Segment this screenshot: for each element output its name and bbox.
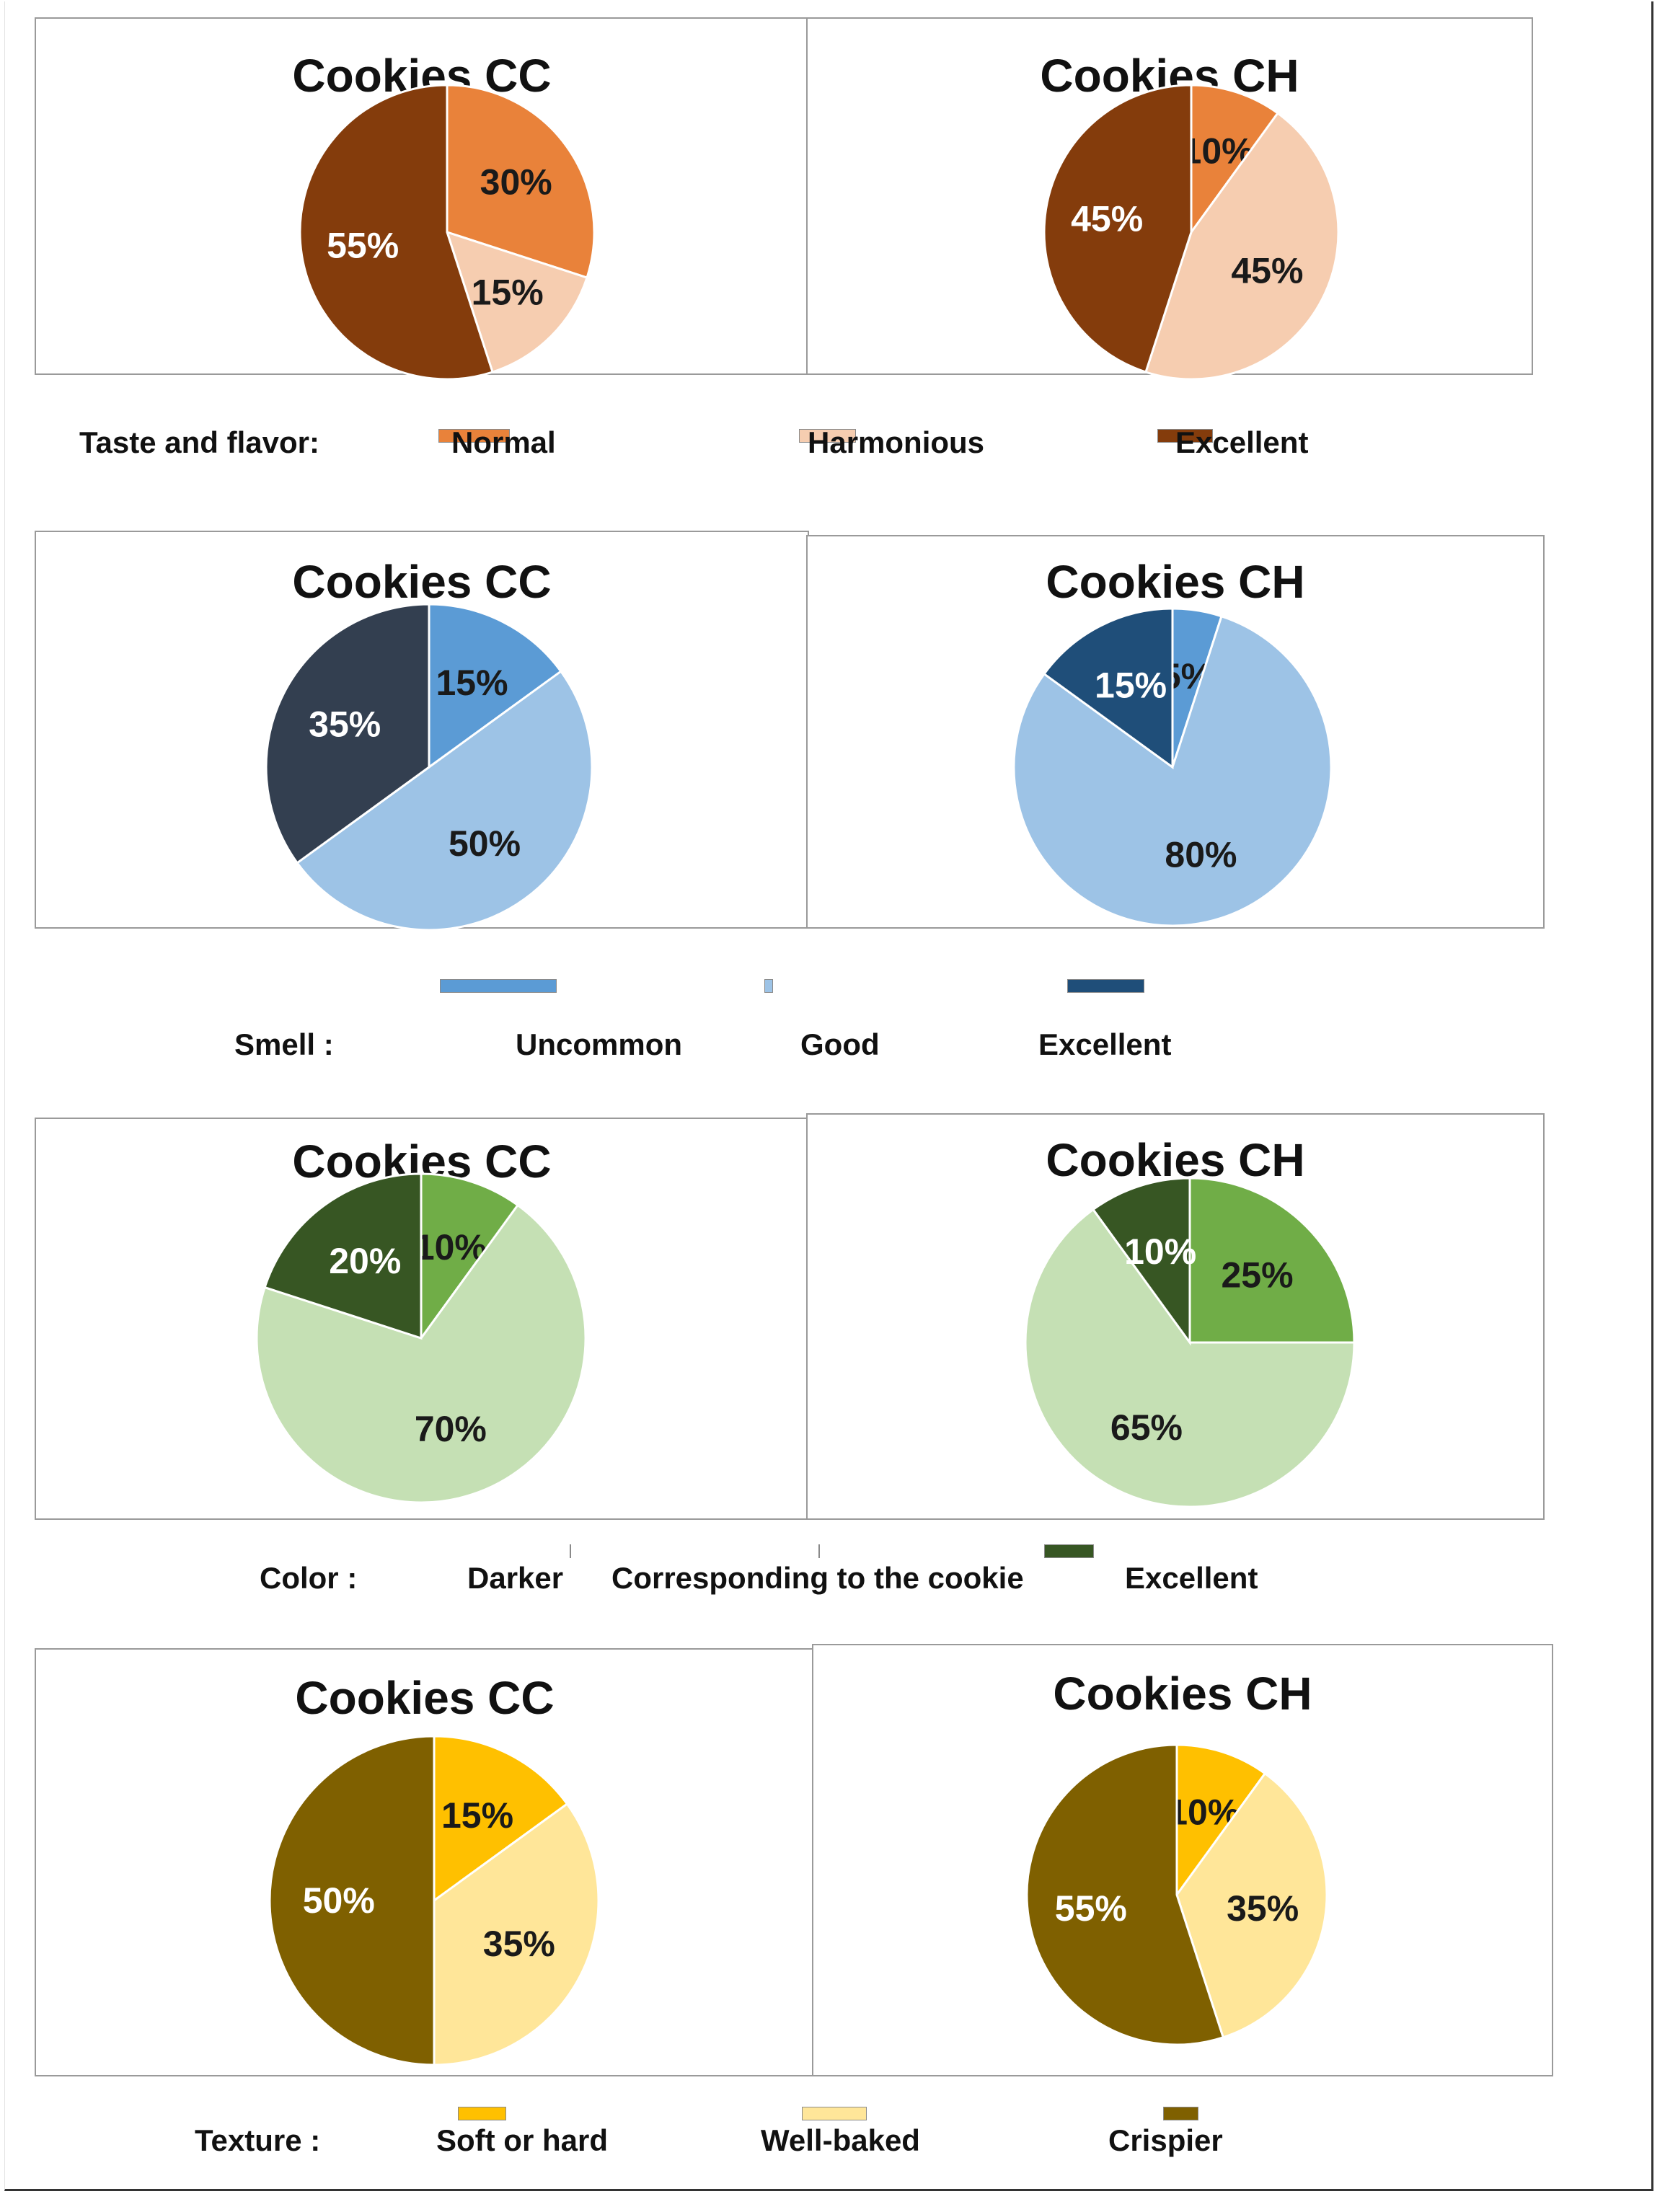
chart-panel-texture-cc: Cookies CC bbox=[35, 1648, 815, 2076]
chart-title: Cookies CH bbox=[1046, 1134, 1305, 1186]
legend-label-color: Color : bbox=[260, 1561, 358, 1595]
legend-label-texture: Texture : bbox=[195, 2123, 321, 2157]
chart-panel-smell-cc: Cookies CC bbox=[35, 531, 809, 929]
legend-item-text: Darker bbox=[467, 1561, 564, 1595]
chart-title: Cookies CH bbox=[1040, 50, 1299, 102]
legend-swatch bbox=[1157, 429, 1213, 443]
legend-swatch bbox=[440, 979, 557, 993]
legend-item-text: Uncommon bbox=[516, 1027, 682, 1061]
legend-item-text: Well-baked bbox=[761, 2123, 920, 2157]
figure-frame bbox=[4, 1, 1653, 2191]
legend-swatch bbox=[764, 979, 773, 993]
legend-item-text: Corresponding to the cookie bbox=[611, 1561, 1024, 1595]
legend-swatch bbox=[570, 1544, 571, 1558]
legend-item-text: Soft or hard bbox=[436, 2123, 608, 2157]
chart-title: Cookies CC bbox=[292, 50, 552, 102]
legend-swatch bbox=[1163, 2107, 1198, 2120]
chart-panel-color-cc: Cookies CC bbox=[35, 1118, 809, 1520]
legend-label-smell: Smell : bbox=[234, 1027, 334, 1061]
legend-item-text: Good bbox=[800, 1027, 880, 1061]
legend-swatch bbox=[1044, 1544, 1094, 1558]
chart-title: Cookies CH bbox=[1053, 1668, 1312, 1720]
chart-panel-color-ch: Cookies CH bbox=[806, 1113, 1545, 1520]
chart-title: Cookies CH bbox=[1046, 556, 1305, 608]
legend-item-text: Normal bbox=[451, 425, 556, 459]
legend-item-text: Excellent bbox=[1038, 1027, 1172, 1061]
legend-swatch bbox=[458, 2107, 506, 2120]
chart-title: Cookies CC bbox=[292, 1136, 552, 1187]
legend-swatch bbox=[799, 429, 856, 443]
chart-panel-taste-ch: Cookies CH bbox=[806, 17, 1533, 375]
chart-title: Cookies CC bbox=[295, 1672, 555, 1724]
legend-swatch bbox=[818, 1544, 820, 1558]
legend-item-text: Excellent bbox=[1125, 1561, 1258, 1595]
legend-item-text: Harmonious bbox=[808, 425, 985, 459]
legend-item-text: Crispier bbox=[1108, 2123, 1223, 2157]
legend-label-taste: Taste and flavor: bbox=[79, 425, 319, 459]
chart-panel-smell-ch: Cookies CH bbox=[806, 535, 1545, 929]
chart-title: Cookies CC bbox=[292, 556, 552, 608]
legend-item-text: Excellent bbox=[1175, 425, 1309, 459]
chart-panel-texture-ch: Cookies CH bbox=[812, 1644, 1553, 2076]
legend-swatch bbox=[1067, 979, 1144, 993]
legend-swatch bbox=[802, 2107, 867, 2120]
legend-swatch bbox=[438, 429, 510, 443]
chart-panel-taste-cc: Cookies CC bbox=[35, 17, 809, 375]
